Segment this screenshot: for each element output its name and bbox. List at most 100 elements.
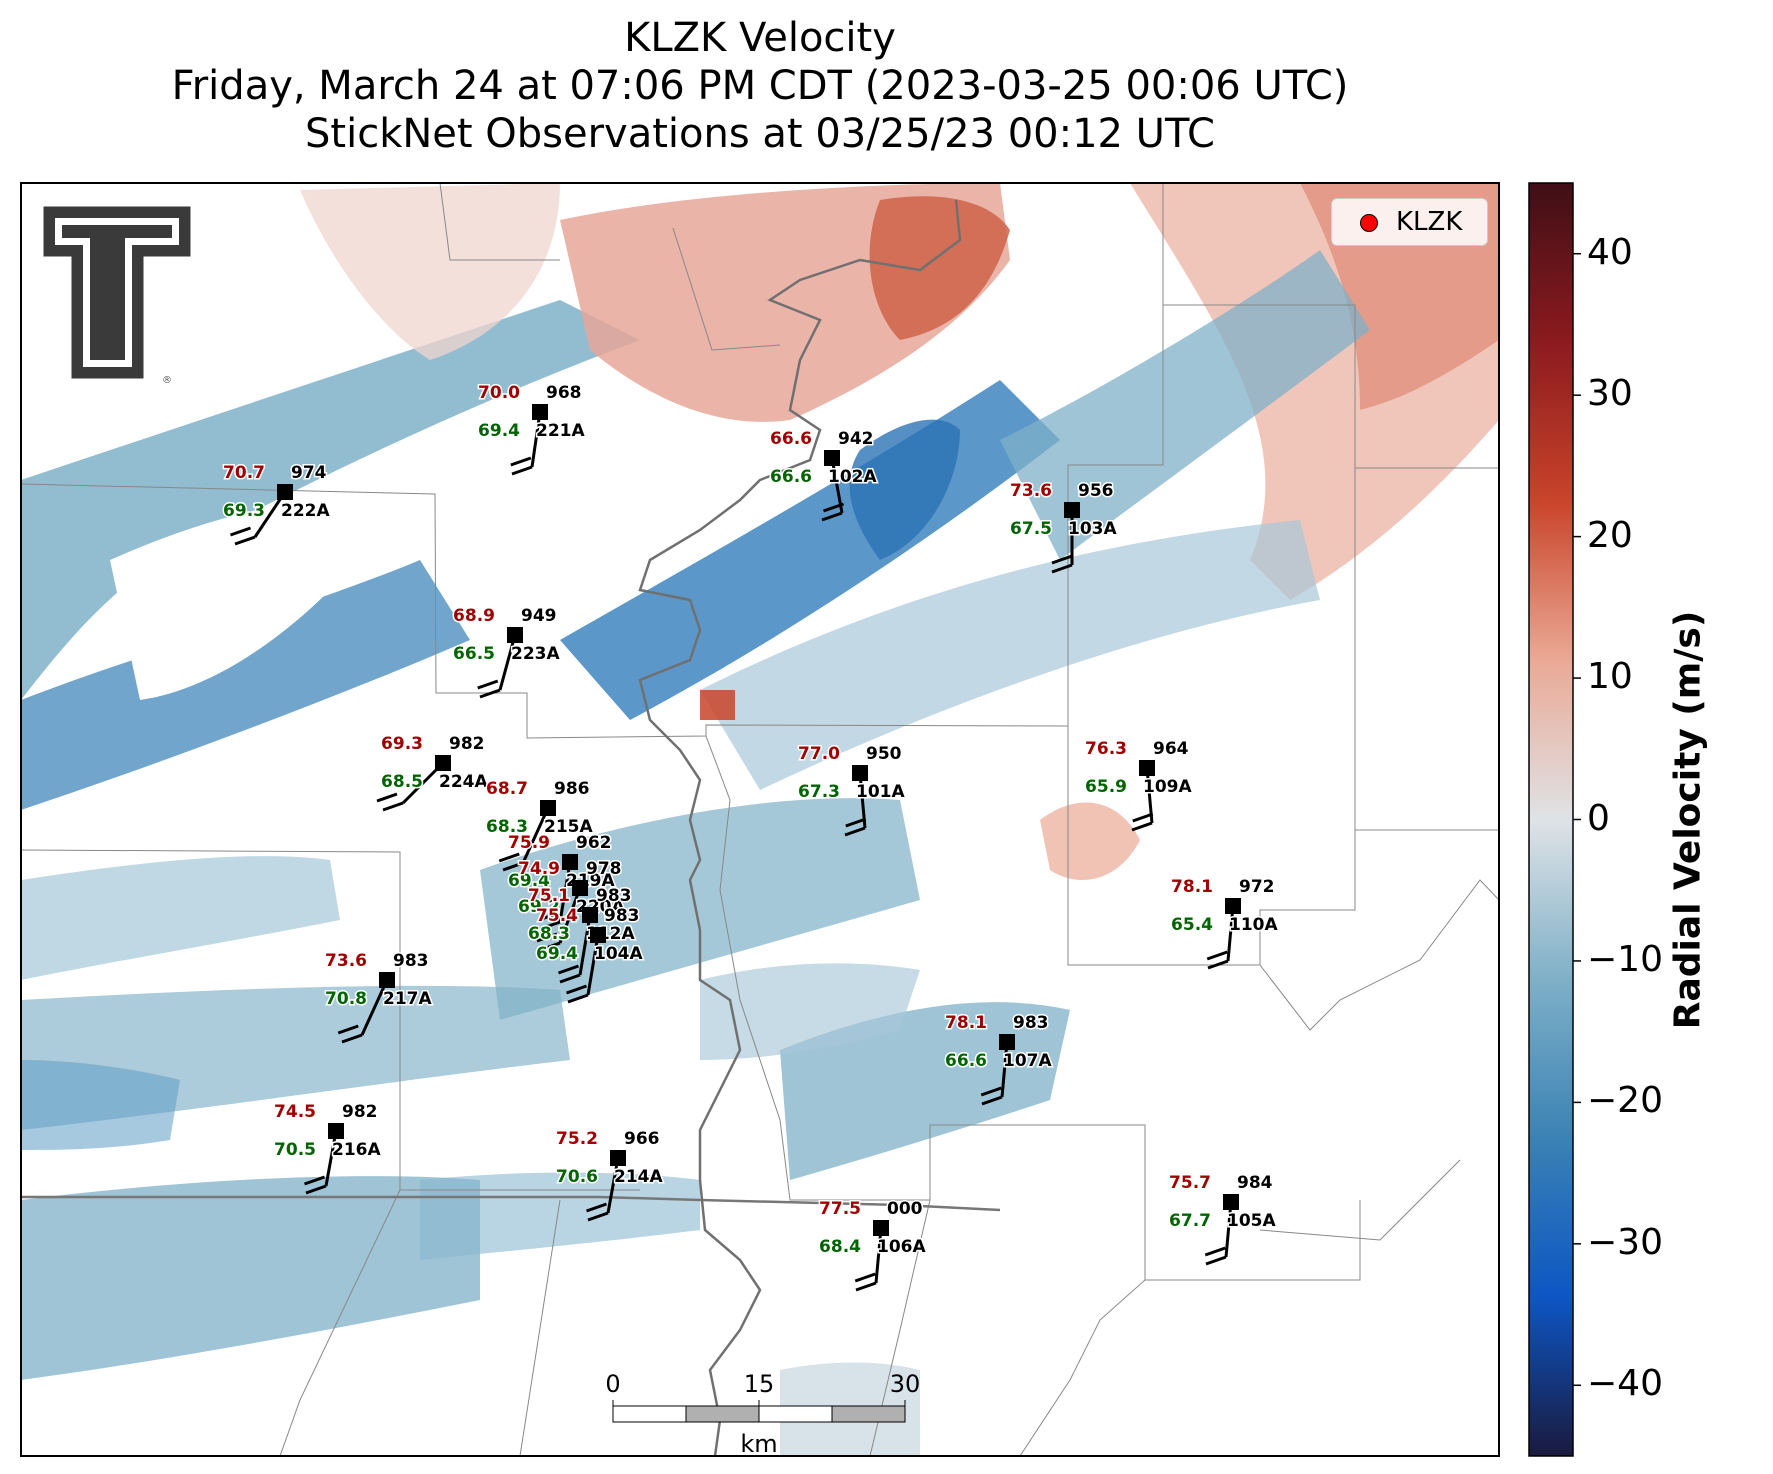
station-temperature: 73.6	[1010, 481, 1052, 501]
wind-barb-flag	[502, 861, 524, 872]
scale-label-30: 30	[890, 1370, 921, 1398]
station-marker-icon	[610, 1150, 626, 1166]
colorbar	[1528, 182, 1581, 1457]
station-marker-icon	[540, 800, 556, 816]
title-line-2: Friday, March 24 at 07:06 PM CDT (2023-0…	[171, 63, 1349, 109]
station-dewpoint: 66.5	[453, 644, 495, 664]
station-marker-icon	[562, 854, 578, 870]
wind-barb-flag	[844, 826, 866, 837]
station-pressure: 983	[604, 906, 640, 926]
colorbar-title: Radial Velocity (m/s)	[1667, 610, 1709, 1030]
station-dewpoint: 65.9	[1085, 777, 1127, 797]
wind-barb-staff	[606, 1157, 620, 1214]
station-222A: 70.7 974 69.3 222A	[222, 462, 332, 546]
station-temperature: 76.3	[1085, 739, 1127, 759]
wind-barb-flag	[981, 1095, 1003, 1106]
wind-barb-staff	[586, 934, 600, 996]
wind-barb-flag	[1205, 1255, 1227, 1266]
station-temperature: 78.1	[1171, 877, 1213, 897]
scale-label-0: 0	[605, 1370, 620, 1398]
colorbar-tick-label: 0	[1587, 797, 1610, 839]
wind-barb-staff	[558, 861, 572, 923]
wind-barb-flag	[337, 1024, 359, 1035]
station-217A: 73.6 983 70.8 217A	[324, 950, 434, 1044]
scale-label-15: 15	[744, 1370, 775, 1398]
wind-barb-staff	[360, 979, 389, 1036]
station-temperature: 68.9	[453, 606, 495, 626]
station-temperature: 68.7	[486, 779, 528, 799]
station-dewpoint: 69.2	[518, 897, 560, 917]
station-marker-icon	[379, 972, 395, 988]
colorbar-tick-label: −10	[1587, 938, 1663, 980]
station-pressure: 984	[1237, 1173, 1273, 1193]
station-id: 221A	[536, 421, 585, 441]
station-marker-icon	[532, 404, 548, 420]
station-dewpoint: 68.3	[486, 817, 528, 837]
title-line-3: StickNet Observations at 03/25/23 00:12 …	[305, 111, 1215, 157]
station-224A: 69.3 982 68.5 224A	[376, 733, 490, 812]
station-pressure: 983	[1013, 1013, 1049, 1033]
station-id: 106A	[877, 1237, 926, 1257]
wind-barb-staff	[874, 1227, 883, 1284]
station-pressure: 978	[586, 859, 622, 879]
colorbar-tick-label: −20	[1587, 1080, 1663, 1122]
station-dewpoint: 68.5	[381, 772, 423, 792]
wind-barb-staff	[578, 914, 592, 976]
station-id: 214A	[614, 1167, 663, 1187]
station-103A: 73.6 956 67.5 103A	[1009, 480, 1119, 574]
station-215A: 68.7 986 68.3 215A	[485, 778, 595, 872]
station-dewpoint: 69.3	[223, 501, 265, 521]
station-id: 104A	[594, 944, 643, 964]
wind-barb-flag	[234, 535, 256, 546]
station-101A: 77.0 950 67.3 101A	[797, 743, 907, 837]
station-id: 109A	[1143, 777, 1192, 797]
wind-barb-flag	[498, 852, 520, 863]
station-102A: 66.6 942 66.6 102A	[769, 428, 879, 522]
station-id: 102A	[828, 467, 877, 487]
station-id: 103A	[1068, 519, 1117, 539]
station-temperature: 73.6	[325, 951, 367, 971]
station-temperature: 75.7	[1169, 1173, 1211, 1193]
ttu-logo: ®	[40, 203, 194, 386]
station-marker-icon	[824, 450, 840, 466]
wind-barb-flag	[586, 1202, 607, 1213]
wind-barb-staff	[324, 1130, 338, 1187]
wind-barb-flag	[558, 964, 579, 975]
station-dewpoint: 69.4	[536, 944, 578, 964]
station-105A: 75.7 984 67.7 105A	[1168, 1172, 1278, 1266]
station-temperature: 75.2	[556, 1129, 598, 1149]
station-temperature: 69.3	[381, 734, 423, 754]
wind-barb-flag	[230, 526, 251, 537]
station-pressure: 968	[546, 383, 582, 403]
colorbar-tick-label: 10	[1587, 656, 1633, 698]
state-boundary	[21, 1195, 1001, 1212]
logo-registered-mark: ®	[162, 375, 172, 386]
station-dewpoint: 65.4	[1171, 915, 1213, 935]
station-marker-icon	[999, 1034, 1015, 1050]
station-id: 101A	[856, 782, 905, 802]
station-id: 217A	[383, 989, 432, 1009]
station-pressure: 983	[393, 951, 429, 971]
station-pressure: 000	[887, 1199, 923, 1219]
wind-barb-flag	[845, 817, 867, 828]
station-109A: 76.3 964 65.9 109A	[1084, 738, 1194, 832]
station-pressure: 950	[866, 744, 902, 764]
legend: KLZK	[1331, 198, 1488, 246]
station-pressure: 982	[342, 1102, 378, 1122]
station-dewpoint: 69.4	[508, 871, 550, 891]
station-221A: 70.0 968 69.4 221A	[477, 382, 587, 476]
station-pressure: 974	[291, 463, 327, 483]
wind-barb-flag	[1132, 812, 1154, 823]
wind-barb-flag	[1204, 1246, 1226, 1257]
wind-barb-flag	[539, 920, 561, 931]
colorbar-tick-label: 40	[1587, 231, 1633, 273]
station-marker-icon	[507, 627, 523, 643]
wind-barb-flag	[854, 1272, 876, 1283]
station-dewpoint: 70.5	[274, 1140, 316, 1160]
station-dewpoint: 67.3	[798, 782, 840, 802]
station-marker-icon	[582, 907, 598, 923]
wind-barb-flag	[567, 993, 589, 1004]
